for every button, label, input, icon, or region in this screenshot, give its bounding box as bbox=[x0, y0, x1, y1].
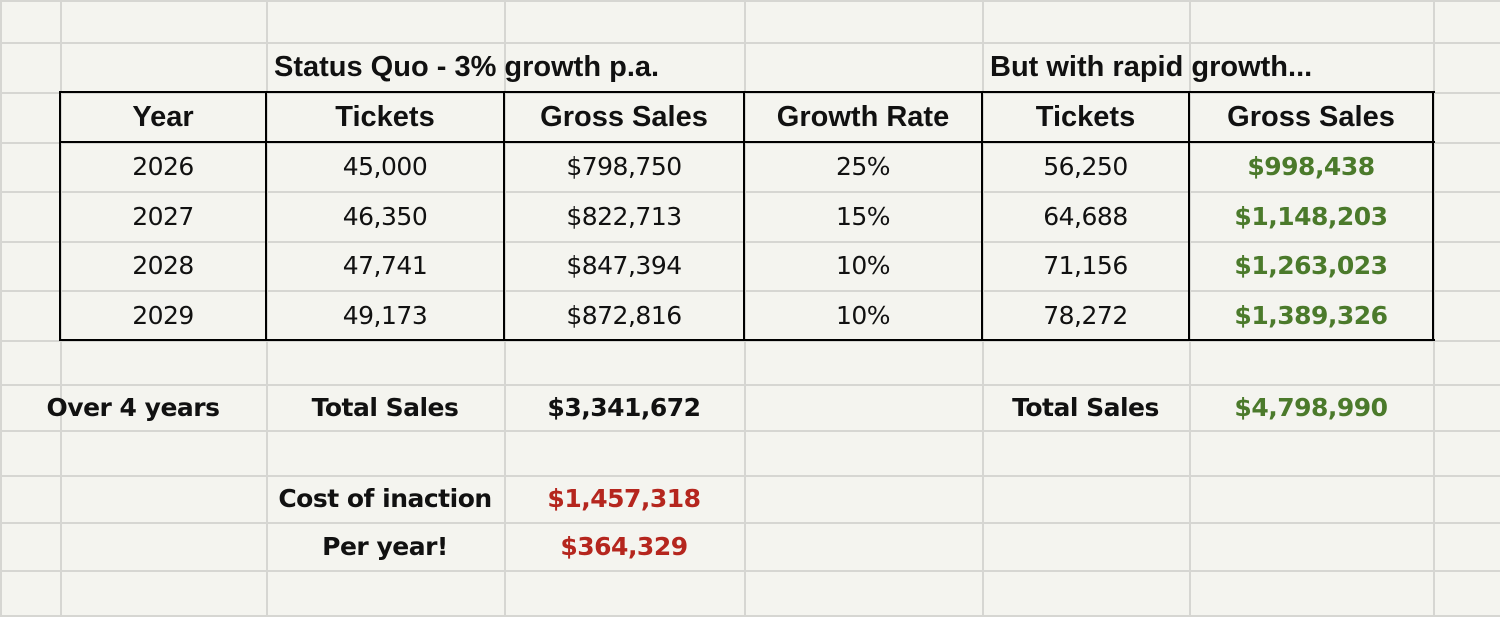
table-border bbox=[60, 141, 1435, 143]
table-cell[interactable]: 49,173 bbox=[342, 300, 428, 330]
gridline bbox=[0, 191, 1500, 193]
gridline bbox=[0, 522, 1500, 524]
table-border bbox=[60, 339, 1435, 341]
total-sales-label-rapid[interactable]: Total Sales bbox=[1012, 392, 1159, 422]
cost-of-inaction-label[interactable]: Cost of inaction bbox=[278, 484, 492, 513]
gridline bbox=[1189, 0, 1191, 615]
gridline bbox=[0, 241, 1500, 243]
table-cell[interactable]: $798,750 bbox=[566, 152, 682, 181]
table-cell[interactable]: 71,156 bbox=[1043, 251, 1128, 280]
table-cell[interactable]: 46,350 bbox=[342, 201, 428, 231]
gridline bbox=[504, 0, 506, 615]
table-cell[interactable]: $822,713 bbox=[566, 201, 682, 231]
gridline bbox=[266, 0, 268, 615]
title-status-quo[interactable]: Status Quo - 3% growth p.a. bbox=[274, 50, 660, 83]
table-cell[interactable]: $1,263,023 bbox=[1234, 251, 1388, 280]
gridline bbox=[0, 340, 1500, 342]
column-header[interactable]: Growth Rate bbox=[776, 100, 950, 133]
gridline bbox=[0, 142, 1500, 144]
per-year-label[interactable]: Per year! bbox=[322, 531, 448, 561]
gridline bbox=[982, 0, 984, 615]
gridline bbox=[744, 0, 746, 615]
table-border bbox=[743, 91, 745, 341]
column-header[interactable]: Gross Sales bbox=[540, 100, 708, 133]
table-cell[interactable]: 2029 bbox=[132, 300, 194, 330]
table-cell[interactable]: 2026 bbox=[132, 152, 194, 181]
table-cell[interactable]: $998,438 bbox=[1247, 152, 1375, 181]
total-sales-label[interactable]: Total Sales bbox=[311, 392, 459, 422]
table-cell[interactable]: $847,394 bbox=[566, 251, 682, 280]
gridline bbox=[0, 92, 1500, 94]
gridline bbox=[0, 0, 2, 615]
column-header[interactable]: Gross Sales bbox=[1227, 100, 1395, 133]
cost-of-inaction-value[interactable]: $1,457,318 bbox=[547, 484, 701, 513]
over-4-years-label[interactable]: Over 4 years bbox=[46, 392, 220, 422]
table-cell[interactable]: 2028 bbox=[132, 251, 194, 280]
gridline bbox=[0, 430, 1500, 432]
table-border bbox=[981, 91, 983, 341]
table-cell[interactable]: 45,000 bbox=[342, 152, 428, 181]
table-border bbox=[503, 91, 505, 341]
table-cell[interactable]: $1,148,203 bbox=[1234, 201, 1388, 231]
table-border bbox=[1432, 91, 1434, 341]
table-border bbox=[59, 91, 61, 341]
gridline bbox=[1433, 0, 1435, 615]
table-cell[interactable]: 47,741 bbox=[342, 251, 428, 280]
table-border bbox=[265, 91, 267, 341]
column-header[interactable]: Year bbox=[132, 100, 194, 133]
gridline bbox=[0, 475, 1500, 477]
table-cell[interactable]: 25% bbox=[835, 152, 891, 181]
per-year-value[interactable]: $364,329 bbox=[560, 531, 688, 561]
gridline bbox=[0, 290, 1500, 292]
table-cell[interactable]: 64,688 bbox=[1043, 201, 1128, 231]
gridline bbox=[0, 570, 1500, 572]
table-cell[interactable]: $872,816 bbox=[566, 300, 682, 330]
column-header[interactable]: Tickets bbox=[1035, 100, 1136, 133]
table-cell[interactable]: 78,272 bbox=[1043, 300, 1128, 330]
table-cell[interactable]: 56,250 bbox=[1043, 152, 1128, 181]
gridline bbox=[0, 42, 1500, 44]
gridline bbox=[0, 0, 1500, 2]
column-header[interactable]: Tickets bbox=[335, 100, 435, 133]
title-rapid-growth[interactable]: But with rapid growth... bbox=[990, 50, 1313, 83]
table-cell[interactable]: $1,389,326 bbox=[1234, 300, 1388, 330]
table-border bbox=[60, 91, 1435, 93]
table-cell[interactable]: 2027 bbox=[132, 201, 194, 231]
table-cell[interactable]: 10% bbox=[835, 300, 891, 330]
total-sales-status-quo[interactable]: $3,341,672 bbox=[547, 392, 701, 422]
gridline bbox=[0, 384, 1500, 386]
table-cell[interactable]: 10% bbox=[835, 251, 891, 280]
gridline bbox=[60, 0, 62, 615]
table-cell[interactable]: 15% bbox=[835, 201, 891, 231]
total-sales-rapid[interactable]: $4,798,990 bbox=[1234, 392, 1388, 422]
table-border bbox=[1188, 91, 1190, 341]
